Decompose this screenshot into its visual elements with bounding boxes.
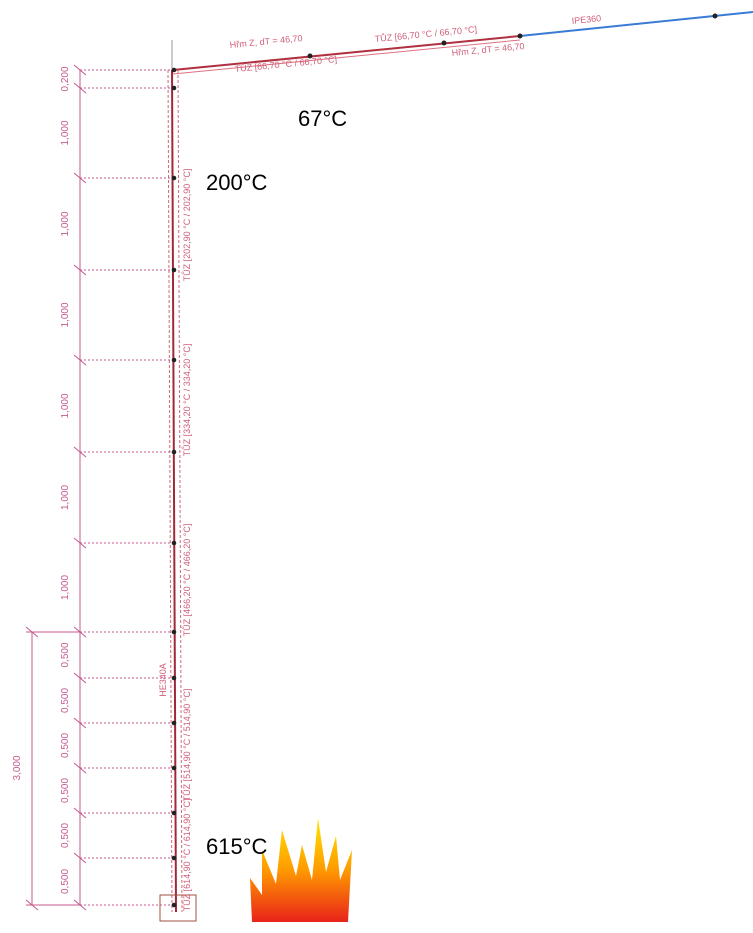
- temperature-label: 67°C: [298, 106, 347, 131]
- node: [171, 67, 177, 73]
- node: [171, 765, 177, 771]
- beam-edge: [172, 39, 521, 75]
- node: [307, 53, 313, 59]
- member-label: TŮZ [334,20 °C / 334,20 °C]: [181, 344, 192, 457]
- dimension-tick: [73, 172, 87, 184]
- dimension-label: 3,000: [12, 755, 23, 780]
- temperature-label: 200°C: [206, 170, 268, 195]
- beam: [172, 35, 521, 71]
- dimension-tick: [73, 82, 87, 94]
- dimension-label: 0,200: [60, 66, 71, 91]
- dimension-label: 0,500: [60, 778, 71, 803]
- dimension-label: 1,000: [60, 302, 71, 327]
- dimension-tick: [73, 807, 87, 819]
- dimension-tick: [73, 852, 87, 864]
- node: [171, 855, 177, 861]
- node: [517, 33, 523, 39]
- member-label: TŮZ [202,90 °C / 202,90 °C]: [181, 169, 192, 282]
- node: [171, 810, 177, 816]
- dimension-tick: [73, 537, 87, 549]
- member-label: Hřm Z, dT = 46,70: [229, 33, 303, 50]
- dimension-tick: [73, 672, 87, 684]
- dimension-tick: [73, 264, 87, 276]
- dimension-tick: [25, 626, 39, 638]
- node: [441, 40, 447, 46]
- node: [171, 720, 177, 726]
- node: [171, 540, 177, 546]
- section-label: IPE360: [571, 13, 601, 26]
- beam-continued: [519, 11, 753, 37]
- node: [171, 902, 177, 908]
- dimension-label: 1,000: [60, 393, 71, 418]
- temperature-label: 615°C: [206, 834, 268, 859]
- column-edge: [167, 69, 173, 913]
- fire-icon: [250, 818, 352, 922]
- node: [171, 175, 177, 181]
- member-label: Hřm Z, dT = 46,70: [451, 41, 525, 58]
- section-label: HE340A: [158, 663, 168, 697]
- dimension-label: 0,500: [60, 733, 71, 758]
- member-label: TŮZ [466,20 °C / 466,20 °C]: [181, 524, 192, 637]
- member-label: TŮZ [614,90 °C / 614,90 °C]: [181, 799, 192, 912]
- dimension-label: 0,500: [60, 823, 71, 848]
- node: [171, 629, 177, 635]
- dimension-label: 1,000: [60, 485, 71, 510]
- node: [712, 13, 718, 19]
- column-edge: [177, 69, 183, 913]
- dimension-label: 0,500: [60, 869, 71, 894]
- member-label: TŮZ [66,70 °C / 66,70 °C]: [234, 53, 337, 74]
- member-label: TŮZ [514,90 °C / 514,90 °C]: [181, 689, 192, 802]
- node: [171, 267, 177, 273]
- dimension-tick: [73, 717, 87, 729]
- node: [171, 675, 177, 681]
- dimension-tick: [73, 354, 87, 366]
- dimension-label: 1,000: [60, 211, 71, 236]
- dimension-tick: [73, 64, 87, 76]
- dimension-label: 1,000: [60, 120, 71, 145]
- support: [159, 894, 197, 922]
- dimension-tick: [73, 762, 87, 774]
- column: [171, 69, 177, 913]
- dimension-label: 0,500: [60, 688, 71, 713]
- dimension-tick: [73, 446, 87, 458]
- dimension-label: 0,500: [60, 642, 71, 667]
- dimension-label: 1,000: [60, 575, 71, 600]
- dimension-tick: [25, 899, 39, 911]
- node: [171, 85, 177, 91]
- node: [171, 449, 177, 455]
- node: [171, 357, 177, 363]
